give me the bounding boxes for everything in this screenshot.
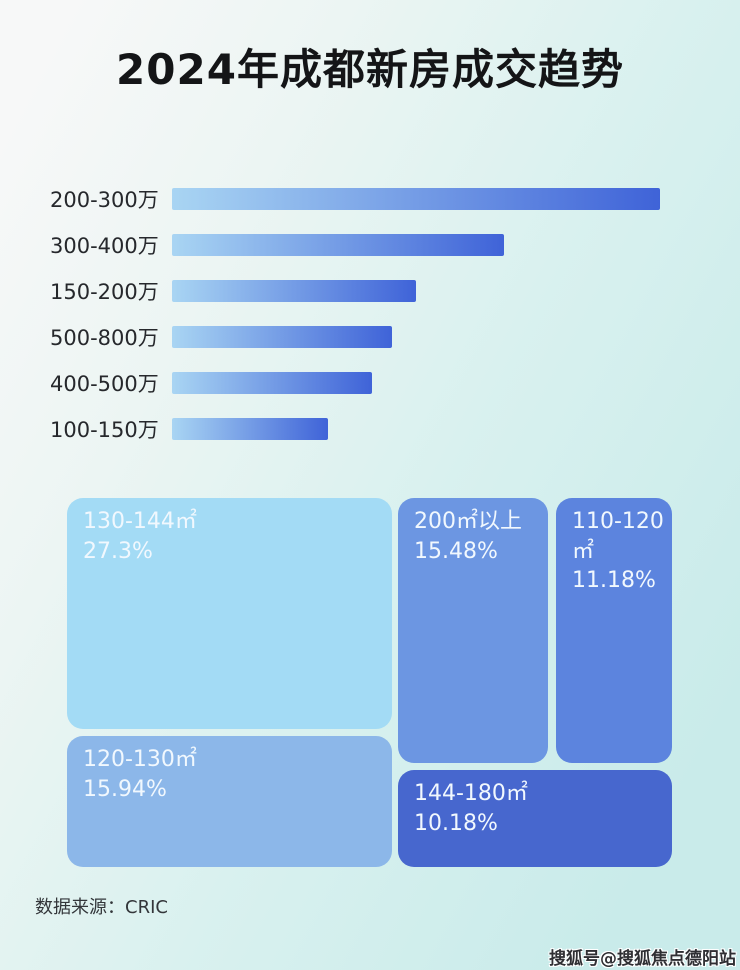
bar bbox=[172, 188, 660, 210]
bar-category-label: 300-400万 bbox=[50, 234, 159, 258]
tile-percent-label: 27.3% bbox=[83, 538, 153, 564]
bar bbox=[172, 280, 416, 302]
tile-percent-label: 10.18% bbox=[414, 810, 498, 836]
bar-row: 400-500万 bbox=[50, 372, 660, 396]
tile-percent-label: 15.48% bbox=[414, 538, 498, 564]
bar-row: 150-200万 bbox=[50, 280, 660, 304]
bar-category-label: 500-800万 bbox=[50, 326, 159, 350]
bar bbox=[172, 234, 504, 256]
bar-row: 200-300万 bbox=[50, 188, 660, 212]
treemap-tile-130-144: 130-144㎡ 27.3% bbox=[67, 498, 392, 729]
bar bbox=[172, 372, 372, 394]
bar-row: 500-800万 bbox=[50, 326, 660, 350]
treemap-tile-120-130: 120-130㎡ 15.94% bbox=[67, 736, 392, 867]
bar-row: 100-150万 bbox=[50, 418, 660, 442]
bar bbox=[172, 418, 328, 440]
bar-category-label: 200-300万 bbox=[50, 188, 159, 212]
tile-range-label: 144-180㎡ bbox=[414, 781, 528, 806]
bar-category-label: 400-500万 bbox=[50, 372, 159, 396]
tile-range-label: 200㎡以上 bbox=[414, 509, 522, 534]
tile-range-label: 120-130㎡ bbox=[83, 747, 197, 772]
tile-percent-label: 15.94% bbox=[83, 776, 167, 802]
bar-category-label: 100-150万 bbox=[50, 418, 159, 442]
tile-range-label: 110-120㎡ bbox=[572, 509, 664, 564]
bar bbox=[172, 326, 392, 348]
bar-category-label: 150-200万 bbox=[50, 280, 159, 304]
treemap-tile-110-120: 110-120㎡ 11.18% bbox=[556, 498, 672, 763]
price-range-bar-chart: 200-300万 300-400万 150-200万 500-800万 400-500万… bbox=[50, 188, 660, 442]
page-title: 2024年成都新房成交趋势 bbox=[116, 45, 624, 94]
data-source-label: 数据来源：CRIC bbox=[35, 897, 168, 918]
tile-percent-label: 11.18% bbox=[572, 568, 656, 594]
treemap-tile-144-180: 144-180㎡ 10.18% bbox=[398, 770, 672, 867]
bar-row: 300-400万 bbox=[50, 234, 660, 258]
watermark-text: 搜狐号@搜狐焦点德阳站 bbox=[549, 949, 736, 969]
tile-range-label: 130-144㎡ bbox=[83, 509, 197, 534]
treemap-tile-200plus: 200㎡以上 15.48% bbox=[398, 498, 548, 763]
